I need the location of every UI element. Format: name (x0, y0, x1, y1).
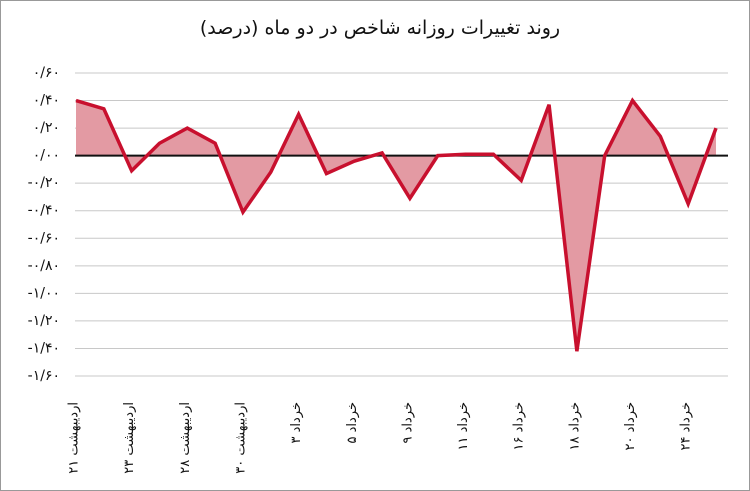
y-tick-label: ۰/۲۰ (33, 120, 60, 136)
x-tick-label: خرداد ۹ (400, 402, 415, 444)
y-tick-label: -۰/۲۰ (28, 175, 60, 191)
x-tick-label: اردیبهشت ۲۸ (178, 402, 193, 474)
y-tick-label: -۰/۸۰ (28, 258, 60, 274)
x-tick-label: اردیبهشت ۲۱ (67, 402, 82, 474)
y-tick-label: -۱/۲۰ (28, 313, 60, 329)
y-tick-label: ۰/۶۰ (33, 65, 60, 81)
y-tick-label: -۰/۶۰ (28, 230, 60, 246)
x-tick-label: خرداد ۱۶ (512, 402, 527, 451)
y-tick-label: -۰/۴۰ (28, 203, 60, 219)
y-tick-label: ۰/۰۰ (33, 148, 60, 164)
line (75, 97, 718, 352)
y-tick-label: -۱/۰۰ (28, 285, 60, 301)
chart-title: روند تغییرات روزانه شاخص در دو ماه (درصد… (200, 17, 560, 39)
x-tick-label: خرداد ۱۱ (456, 402, 471, 451)
x-tick-label: خرداد ۵ (345, 402, 360, 444)
y-tick-label: ۰/۴۰ (33, 93, 60, 109)
y-tick-label: -۱/۶۰ (28, 368, 60, 384)
y-tick-label: -۱/۴۰ (28, 340, 60, 356)
x-tick-label: خرداد ۲۰ (623, 402, 638, 451)
x-tick-label: خرداد ۱۸ (567, 402, 582, 451)
x-tick-label: خرداد ۲۴ (679, 402, 694, 451)
x-tick-label: اردیبهشت ۳۰ (233, 402, 248, 474)
x-tick-label: اردیبهشت ۲۳ (122, 402, 137, 474)
x-tick-label: خرداد ۳ (289, 402, 304, 444)
